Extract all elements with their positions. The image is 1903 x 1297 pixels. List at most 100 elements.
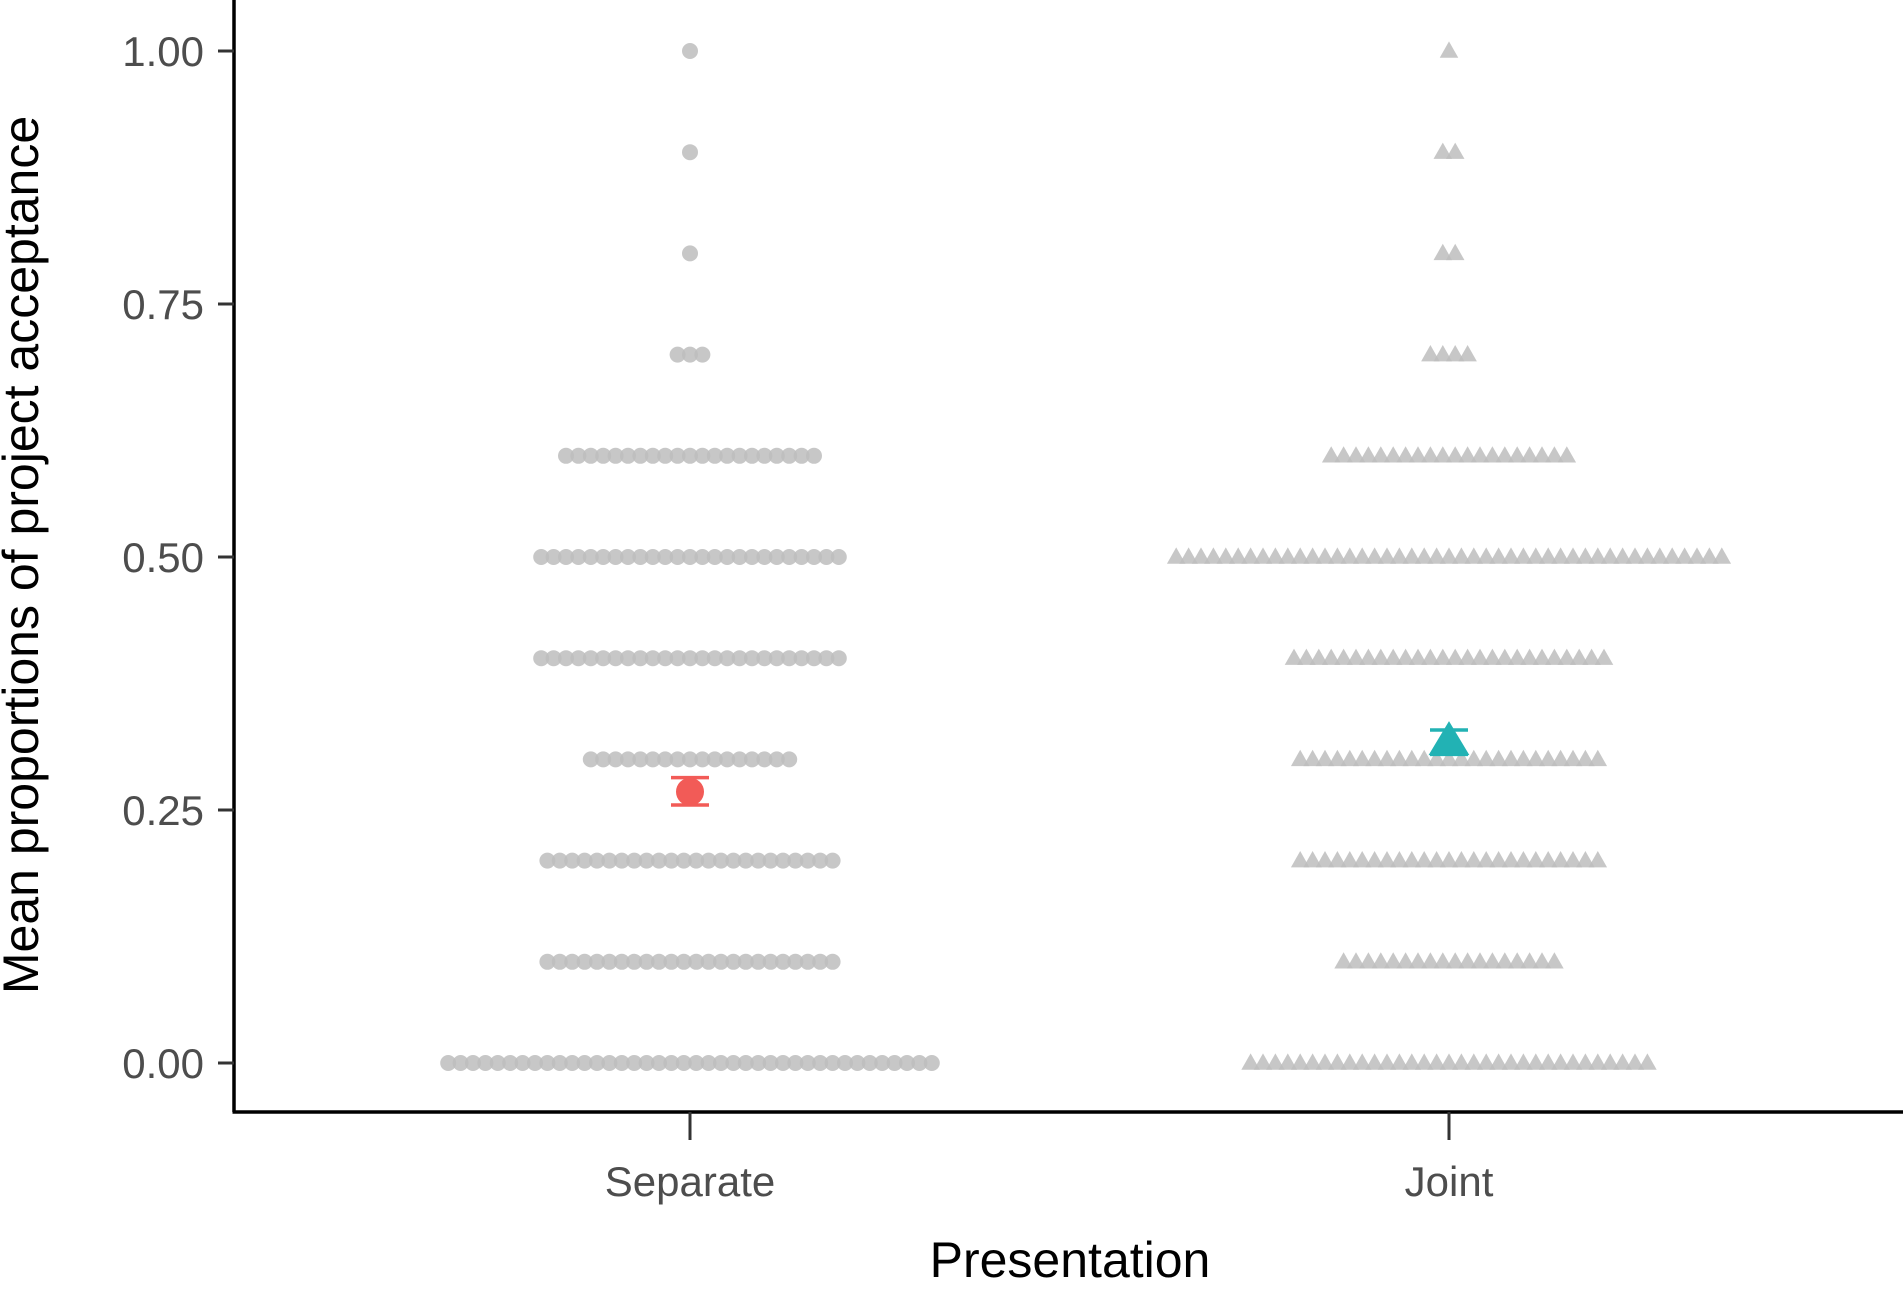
data-point-joint <box>1427 851 1446 868</box>
data-point-separate <box>750 1055 767 1071</box>
data-point-joint <box>1390 1053 1409 1070</box>
data-point-joint <box>1352 547 1372 564</box>
data-point-separate <box>688 953 705 970</box>
data-point-joint <box>1452 851 1471 868</box>
data-point-separate <box>744 650 760 667</box>
data-point-separate <box>644 751 661 768</box>
data-point-separate <box>595 447 612 464</box>
data-point-separate <box>651 953 667 970</box>
data-point-joint <box>1303 749 1322 767</box>
data-point-joint <box>1507 952 1527 969</box>
data-point-separate <box>806 650 822 667</box>
data-point-separate <box>799 1055 816 1071</box>
data-point-separate <box>781 549 798 565</box>
data-point-joint <box>1545 446 1564 463</box>
data-point-joint <box>1557 446 1577 463</box>
data-point-joint <box>1408 648 1428 665</box>
data-point-joint <box>1352 749 1372 767</box>
data-point-joint <box>1625 547 1645 564</box>
data-point-joint <box>1458 648 1477 665</box>
data-point-joint <box>1563 1053 1583 1070</box>
data-point-joint <box>1514 749 1533 767</box>
data-point-separate <box>694 549 711 565</box>
data-point-separate <box>837 1055 853 1071</box>
data-point-separate <box>768 650 785 667</box>
data-point-joint <box>1545 648 1564 665</box>
data-point-separate <box>737 1055 754 1071</box>
data-point-joint <box>1526 851 1546 868</box>
data-point-joint <box>1452 547 1471 564</box>
data-point-separate <box>657 549 674 565</box>
data-point-joint <box>1687 547 1707 564</box>
data-point-separate <box>595 650 612 667</box>
data-point-separate <box>775 1055 791 1071</box>
data-point-joint <box>1309 648 1329 665</box>
axes-layer: 0.00 0.25 0.50 0.75 1.00 Separate Joint <box>122 0 1903 1205</box>
data-point-joint <box>1433 142 1453 159</box>
data-point-separate <box>675 1055 692 1071</box>
data-point-separate <box>651 852 667 869</box>
data-point-separate <box>719 751 736 768</box>
data-point-separate <box>539 1055 556 1071</box>
data-point-joint <box>1501 1053 1521 1070</box>
data-point-joint <box>1464 749 1484 767</box>
data-point-joint <box>1315 749 1335 767</box>
data-point-joint <box>1421 446 1440 463</box>
data-point-joint <box>1439 1053 1459 1070</box>
data-point-joint <box>1588 1053 1608 1070</box>
data-point-joint <box>1390 851 1409 868</box>
data-point-separate <box>582 447 599 464</box>
data-point-separate <box>607 447 624 464</box>
data-point-joint <box>1297 648 1316 665</box>
data-point-separate <box>812 852 829 869</box>
data-point-joint <box>1569 648 1589 665</box>
data-point-separate <box>582 751 599 768</box>
data-point-separate <box>688 852 705 869</box>
data-point-separate <box>713 953 729 970</box>
y-tick-label: 0.00 <box>122 1040 204 1087</box>
data-point-joint <box>1495 446 1515 463</box>
mean-marker-joint <box>1428 721 1470 756</box>
data-point-separate <box>533 650 550 667</box>
data-point-separate <box>849 1055 866 1071</box>
data-point-separate <box>465 1055 481 1071</box>
data-point-separate <box>626 852 643 869</box>
data-point-joint <box>1476 547 1496 564</box>
data-point-separate <box>775 852 791 869</box>
data-point-joint <box>1439 547 1459 564</box>
data-point-separate <box>744 751 760 768</box>
data-point-joint <box>1278 1053 1298 1070</box>
data-point-joint <box>1638 1053 1657 1070</box>
data-point-separate <box>620 650 636 667</box>
data-point-joint <box>1470 952 1490 969</box>
data-point-separate <box>582 650 599 667</box>
data-point-separate <box>682 447 698 464</box>
data-point-separate <box>731 447 748 464</box>
data-point-joint <box>1365 1053 1384 1070</box>
data-point-joint <box>1433 446 1453 463</box>
data-point-joint <box>1495 952 1515 969</box>
data-point-joint <box>1458 446 1477 463</box>
data-point-separate <box>651 1055 667 1071</box>
data-point-joint <box>1538 749 1558 767</box>
data-point-joint <box>1390 749 1409 767</box>
data-point-separate <box>669 650 686 667</box>
data-point-joint <box>1495 648 1515 665</box>
data-point-joint <box>1433 345 1453 362</box>
data-point-joint <box>1191 547 1211 564</box>
data-point-separate <box>781 447 798 464</box>
data-point-separate <box>632 751 649 768</box>
data-point-joint <box>1588 851 1608 868</box>
data-point-joint <box>1489 851 1508 868</box>
data-point-joint <box>1476 749 1496 767</box>
data-point-joint <box>1402 749 1422 767</box>
data-point-separate <box>744 549 760 565</box>
data-point-joint <box>1290 749 1310 767</box>
data-point-separate <box>533 549 550 565</box>
data-point-separate <box>607 650 624 667</box>
data-point-joint <box>1476 1053 1496 1070</box>
data-point-separate <box>806 549 822 565</box>
data-point-joint <box>1346 446 1366 463</box>
data-point-joint <box>1675 547 1694 564</box>
